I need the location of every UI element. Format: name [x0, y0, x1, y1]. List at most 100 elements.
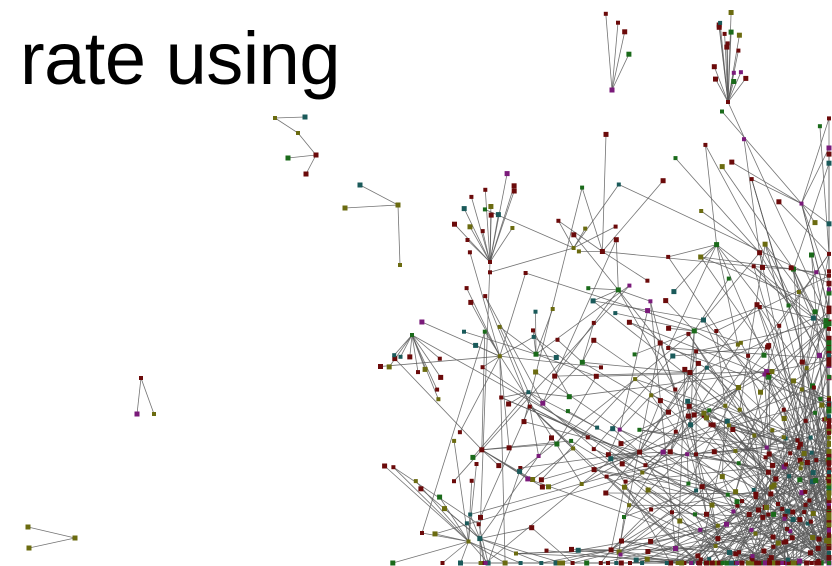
graph-node: [715, 536, 721, 542]
graph-node: [686, 403, 692, 409]
graph-node: [643, 463, 648, 468]
graph-node: [807, 550, 813, 556]
graph-edge: [753, 266, 830, 346]
graph-node: [726, 100, 730, 104]
graph-edge: [629, 321, 830, 400]
graph-edge: [727, 81, 735, 103]
graph-node: [497, 354, 502, 359]
graph-node: [518, 561, 523, 565]
graph-node: [675, 561, 680, 565]
graph-node: [826, 424, 832, 430]
graph-edge: [790, 267, 830, 361]
graph-node: [496, 463, 502, 469]
graph-node: [686, 481, 691, 486]
graph-node: [663, 298, 669, 304]
graph-edge: [287, 154, 317, 159]
graph-node: [781, 464, 787, 470]
graph-edge: [572, 514, 769, 564]
graph-edge: [806, 253, 830, 369]
graph-node: [549, 435, 554, 441]
graph-node: [752, 433, 757, 438]
graph-edge: [621, 463, 719, 527]
graph-node: [488, 204, 494, 209]
graph-node: [645, 308, 651, 314]
graph-node: [751, 264, 756, 269]
graph-node: [782, 516, 787, 521]
graph-node: [482, 329, 487, 334]
graph-edge: [650, 301, 707, 515]
graph-node: [579, 359, 585, 365]
graph-node: [510, 226, 515, 230]
graph-node: [687, 370, 693, 375]
graph-node: [762, 241, 768, 247]
graph-node: [469, 194, 474, 199]
graph-edge: [727, 12, 732, 103]
graph-node: [483, 561, 488, 565]
graph-node: [540, 400, 546, 406]
graph-edge: [663, 451, 739, 464]
graph-edge: [411, 334, 822, 564]
graph-node: [553, 355, 559, 360]
graph-node: [613, 224, 618, 229]
graph-node: [827, 397, 831, 402]
graph-node: [814, 458, 819, 463]
graph-node: [506, 401, 512, 407]
graph-edge: [482, 355, 501, 368]
graph-node: [803, 418, 808, 423]
graph-node: [826, 542, 832, 548]
graph-node: [816, 536, 822, 542]
graph-edge: [716, 244, 780, 327]
graph-edge: [434, 533, 469, 542]
graph-node: [790, 517, 796, 522]
graph-node: [555, 337, 560, 342]
graph-edge: [400, 334, 413, 357]
graph-edge: [605, 492, 830, 495]
graph-edge: [639, 372, 691, 453]
graph-node: [560, 560, 565, 566]
graph-node: [827, 326, 831, 331]
graph-edge: [482, 366, 643, 473]
graph-edge: [673, 244, 717, 292]
graph-node: [416, 370, 420, 375]
graph-node: [810, 535, 816, 540]
graph-node: [668, 560, 674, 566]
graph-node: [743, 75, 749, 81]
graph-edge: [535, 353, 597, 377]
graph-node: [735, 342, 740, 347]
graph-node: [517, 468, 523, 474]
graph-node: [457, 430, 462, 435]
graph-edge: [801, 147, 830, 204]
graph-edge: [768, 376, 830, 453]
graph-node: [762, 560, 768, 566]
graph-edge: [783, 542, 819, 549]
graph-edge: [453, 449, 483, 482]
graph-node: [708, 422, 713, 427]
graph-edge: [768, 453, 790, 564]
graph-node: [810, 479, 815, 485]
graph-node: [531, 328, 535, 333]
graph-edge: [755, 399, 830, 534]
graph-node: [599, 365, 603, 370]
graph-edge: [409, 334, 413, 357]
graph-edge: [528, 391, 681, 522]
graph-node: [809, 561, 814, 565]
graph-node: [826, 349, 832, 354]
graph-node: [797, 558, 803, 564]
graph-node: [736, 32, 742, 38]
graph-edge: [602, 251, 648, 282]
graph-edge: [468, 463, 477, 542]
graph-edge: [651, 317, 814, 396]
graph-node: [770, 428, 775, 433]
graph-node: [569, 438, 574, 443]
graph-nodes: [25, 10, 832, 566]
graph-node: [691, 412, 697, 418]
graph-edge: [489, 227, 513, 263]
graph-edge: [501, 397, 728, 496]
graph-edge: [489, 185, 515, 263]
graph-node: [751, 487, 756, 492]
graph-node: [593, 373, 599, 379]
graph-edge: [388, 334, 413, 368]
graph-edge: [523, 187, 583, 422]
graph-node: [462, 329, 466, 334]
graph-edge: [743, 139, 760, 253]
